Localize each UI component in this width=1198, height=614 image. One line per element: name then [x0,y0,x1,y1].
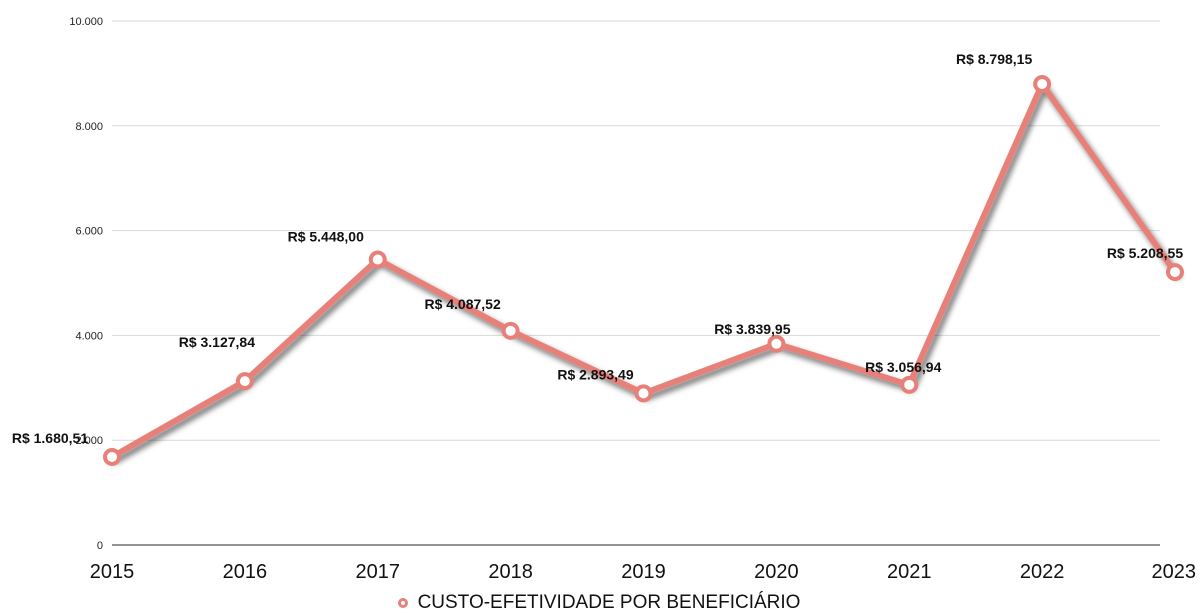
data-point [767,334,786,353]
data-point [1033,74,1052,93]
x-tick-label: 2015 [90,561,135,583]
y-tick-label: 10.000 [69,16,103,28]
y-tick-label: 0 [97,540,103,552]
x-tick-label: 2021 [887,561,932,583]
data-label: R$ 3.056,94 [865,359,941,375]
x-tick-label: 2019 [621,561,666,583]
x-tick-label: 2023 [1152,561,1197,583]
y-tick-label: 2.000 [75,435,103,447]
y-tick-label: 4.000 [75,330,103,342]
data-point [501,321,520,340]
legend-marker-icon [397,598,408,608]
data-label: R$ 5.448,00 [288,229,364,245]
legend-label: CUSTO-EFETIVIDADE POR BENEFICIÁRIO [417,592,801,613]
data-point [103,447,121,466]
data-point [235,372,254,391]
data-label: R$ 3.839,95 [714,321,790,337]
data-point [634,384,653,403]
x-tick-label: 2016 [223,561,268,583]
y-tick-label: 8.000 [75,121,103,133]
data-labels: R$ 1.680,51 R$ 3.127,84 R$ 5.448,00 R$ 4.08… [12,51,1183,446]
data-label: R$ 5.208,55 [1107,245,1183,261]
data-point [1166,263,1184,282]
y-tick-label: 6.000 [75,226,103,238]
data-label: R$ 2.893,49 [557,366,633,382]
legend: CUSTO-EFETIVIDADE POR BENEFICIÁRIO [0,592,1198,614]
data-point [900,375,919,394]
x-tick-label: 2022 [1020,561,1065,583]
x-tick-label: 2018 [488,561,533,583]
data-label: R$ 4.087,52 [424,296,500,312]
data-label: R$ 8.798,15 [956,51,1032,67]
data-label: R$ 3.127,84 [179,334,255,350]
gridlines [112,20,1160,546]
x-tick-label: 2020 [754,561,799,583]
y-axis: 0 2.000 4.000 6.000 8.000 10.000 [69,16,103,552]
x-axis: 2015 2016 2017 2018 2019 2020 2021 2022 2023 [90,561,1196,583]
data-label: R$ 1.680,51 [12,430,88,446]
data-point [368,250,387,269]
data-points [103,74,1184,466]
x-tick-label: 2017 [356,561,401,583]
